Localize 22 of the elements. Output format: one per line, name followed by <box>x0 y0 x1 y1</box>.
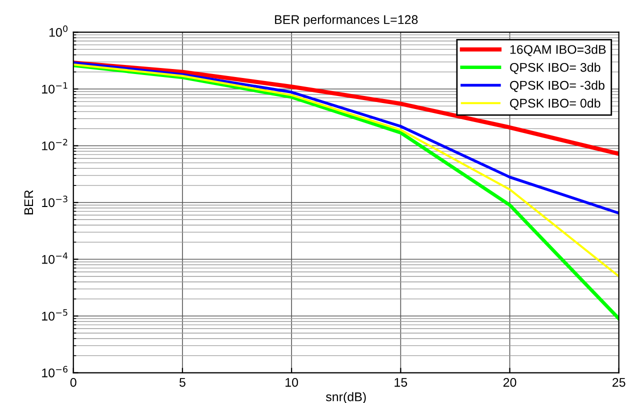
legend-label: QPSK IBO= 3db <box>510 62 600 74</box>
x-tick-label: 20 <box>503 378 516 387</box>
y-tick-label: 10$^{−6}$ <box>42 366 68 378</box>
legend-label: QPSK IBO= 0db <box>510 98 600 110</box>
x-tick-label: 25 <box>612 378 626 387</box>
chart-title: BER performances L=128 <box>275 14 418 26</box>
y-tick-label: 10$^{−4}$ <box>42 252 68 264</box>
x-tick-label: 15 <box>394 378 408 387</box>
x-tick-label: 0 <box>70 378 76 387</box>
line-series <box>73 64 619 320</box>
y-tick-label: 10$^{−1}$ <box>42 82 68 94</box>
y-tick-label: 10$^{0}$ <box>49 25 68 37</box>
x-tick-label: 10 <box>286 378 298 387</box>
x-tick-label: 5 <box>179 378 186 387</box>
y-tick-label: 10$^{−2}$ <box>42 138 68 150</box>
legend-label: QPSK IBO= -3db <box>510 80 604 92</box>
legend-label: 16QAM IBO=3dB <box>510 44 606 56</box>
y-tick-label: 10$^{−3}$ <box>42 196 68 208</box>
y-axis-title: BER <box>24 190 33 214</box>
line-series <box>73 63 619 278</box>
line-series <box>73 61 619 215</box>
y-tick-label: 10$^{−5}$ <box>42 309 68 321</box>
